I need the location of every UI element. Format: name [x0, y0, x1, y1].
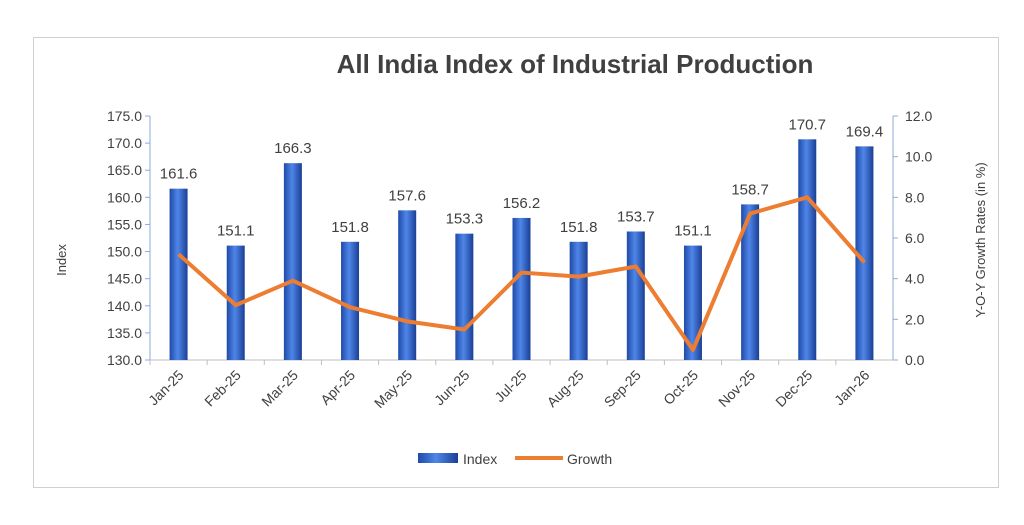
bar-index [626, 231, 645, 360]
bar-index [683, 245, 702, 360]
y-axis-label: Index [54, 244, 69, 276]
y-tick-label: 160.0 [107, 189, 142, 205]
x-tick-label: Jun-25 [431, 367, 473, 409]
x-tick-label: Oct-25 [660, 367, 701, 408]
y-tick-label: 150.0 [107, 244, 142, 260]
x-tick-label: Jan-25 [145, 367, 187, 409]
x-tick-label: Jan-26 [831, 367, 873, 409]
y-tick-label: 170.0 [107, 135, 142, 151]
bar-index [741, 204, 760, 360]
x-tick-label: May-25 [371, 367, 415, 411]
chart-frame [33, 37, 999, 488]
legend-swatch-index [418, 453, 458, 463]
data-label: 156.2 [503, 195, 541, 212]
x-tick-label: Nov-25 [715, 367, 758, 410]
x-tick-label: Aug-25 [544, 367, 587, 410]
legend-label-growth: Growth [567, 451, 612, 467]
y2-tick-label: 12.0 [905, 108, 932, 124]
y2-tick-label: 0.0 [905, 352, 925, 368]
y2-tick-label: 6.0 [905, 230, 925, 246]
y2-tick-label: 4.0 [905, 271, 925, 287]
bar-index [169, 188, 188, 360]
y-tick-label: 165.0 [107, 162, 142, 178]
x-tick-label: Mar-25 [258, 367, 301, 410]
data-label: 153.7 [617, 208, 655, 225]
data-label: 153.3 [446, 211, 484, 228]
data-label: 169.4 [846, 123, 884, 140]
bar-index [569, 241, 588, 360]
data-label: 158.7 [731, 181, 769, 198]
y2-axis-label: Y-O-Y Growth Rates (in %) [973, 162, 988, 317]
data-label: 157.6 [388, 187, 426, 204]
x-tick-label: Dec-25 [772, 367, 815, 410]
bar-index [855, 146, 874, 360]
y2-tick-label: 2.0 [905, 311, 925, 327]
bar-index [455, 233, 474, 360]
y2-tick-label: 8.0 [905, 189, 925, 205]
chart-title: All India Index of Industrial Production [337, 49, 814, 79]
y-tick-label: 130.0 [107, 352, 142, 368]
data-label: 151.1 [217, 223, 255, 240]
y2-tick-label: 10.0 [905, 149, 932, 165]
x-tick-label: Jul-25 [491, 367, 529, 405]
legend-label-index: Index [463, 451, 497, 467]
y-tick-label: 155.0 [107, 216, 142, 232]
bar-index [341, 241, 360, 360]
data-label: 151.8 [331, 219, 369, 236]
y-tick-label: 175.0 [107, 108, 142, 124]
bar-index [798, 139, 817, 360]
x-tick-label: Apr-25 [317, 367, 358, 408]
y-tick-label: 145.0 [107, 271, 142, 287]
data-label: 170.7 [788, 116, 826, 133]
data-label: 166.3 [274, 140, 312, 157]
data-label: 151.1 [674, 223, 712, 240]
y-tick-label: 140.0 [107, 298, 142, 314]
bar-index [512, 217, 531, 360]
data-label: 151.8 [560, 219, 598, 236]
x-tick-label: Feb-25 [201, 367, 244, 410]
data-label: 161.6 [160, 166, 198, 183]
y-tick-label: 135.0 [107, 325, 142, 341]
bar-index [398, 210, 417, 360]
bar-index [283, 163, 302, 360]
x-tick-label: Sep-25 [601, 367, 644, 410]
